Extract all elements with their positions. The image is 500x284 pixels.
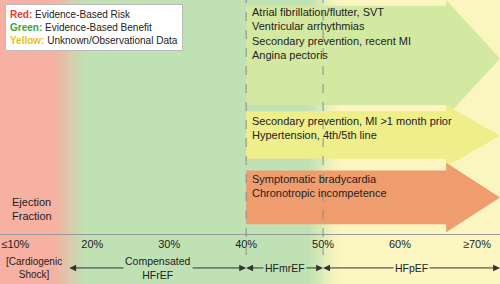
svg-text:50%: 50% bbox=[312, 238, 334, 250]
svg-text:CompensatedHFrEF: CompensatedHFrEF bbox=[125, 255, 191, 281]
svg-text:20%: 20% bbox=[81, 238, 103, 250]
svg-text:40%: 40% bbox=[235, 238, 257, 250]
svg-text:Secondary prevention, MI >1 mo: Secondary prevention, MI >1 month priorH… bbox=[252, 115, 452, 141]
svg-text:60%: 60% bbox=[389, 238, 411, 250]
svg-text:≤10%: ≤10% bbox=[1, 238, 29, 250]
svg-text:HFmrEF: HFmrEF bbox=[265, 262, 305, 274]
svg-text:Atrial fibrillation/flutter, S: Atrial fibrillation/flutter, SVTVentricu… bbox=[252, 6, 411, 61]
svg-text:≥70%: ≥70% bbox=[463, 238, 491, 250]
svg-text:HFpEF: HFpEF bbox=[395, 262, 428, 274]
svg-text:EjectionFraction: EjectionFraction bbox=[12, 196, 52, 222]
svg-text:[CardiogenicShock]: [CardiogenicShock] bbox=[6, 256, 62, 280]
svg-text:Symptomatic bradycardiaChronot: Symptomatic bradycardiaChronotropic inco… bbox=[252, 173, 387, 199]
svg-text:30%: 30% bbox=[158, 238, 180, 250]
svg-text:Red: Evidence-Based RiskGreen:: Red: Evidence-Based RiskGreen: Evidence-… bbox=[10, 9, 178, 46]
